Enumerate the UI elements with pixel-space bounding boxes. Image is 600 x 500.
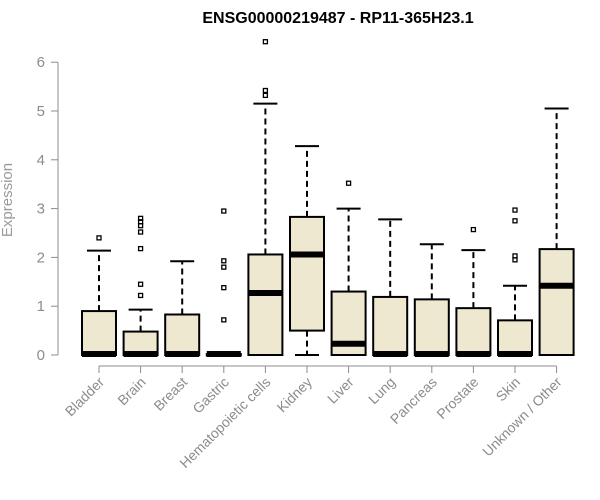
outlier-point: [137, 292, 144, 299]
iqr-box: [413, 298, 450, 357]
outlier-point: [512, 207, 518, 213]
y-tick-label: 2: [37, 249, 45, 266]
box-group: [81, 235, 117, 358]
x-tick-label: Prostate: [433, 374, 481, 422]
chart-title: ENSG00000219487 - RP11-365H23.1: [202, 10, 473, 27]
plot-area: [81, 39, 575, 358]
box-group: [122, 215, 159, 358]
y-tick-label: 6: [37, 54, 45, 71]
outlier-point: [345, 180, 352, 186]
outlier-point: [137, 229, 144, 235]
box-group: [455, 226, 492, 358]
iqr-box: [247, 253, 284, 356]
x-tick-label: Kidney: [274, 374, 316, 416]
outlier-point: [262, 39, 269, 45]
outlier-point: [512, 218, 518, 224]
x-tick-label: Liver: [324, 374, 357, 407]
box-group: [497, 207, 533, 358]
iqr-box: [372, 295, 409, 357]
y-tick-label: 1: [37, 298, 45, 315]
iqr-box: [497, 319, 533, 356]
y-axis-label: Expression: [0, 163, 16, 237]
outlier-point: [262, 92, 269, 99]
outlier-point: [470, 226, 477, 233]
outlier-point: [96, 235, 102, 241]
box-group: [372, 218, 409, 358]
outlier-point: [512, 253, 518, 259]
iqr-box: [289, 215, 325, 332]
outlier-point: [221, 258, 227, 264]
x-tick-label: Brain: [114, 374, 148, 408]
box-group: [413, 243, 450, 358]
box-group: [247, 39, 284, 356]
outlier-point: [137, 245, 144, 252]
outlier-point: [137, 281, 144, 287]
box-group: [330, 180, 367, 356]
outlier-point: [262, 87, 269, 94]
outlier-point: [221, 317, 227, 323]
iqr-box: [455, 307, 492, 357]
outlier-point: [221, 264, 227, 270]
x-tick-label: Bladder: [62, 374, 108, 420]
outlier-point: [221, 285, 227, 291]
y-tick-label: 5: [37, 103, 45, 120]
x-tick-label: Skin: [493, 374, 524, 405]
x-tick-label: Unknown / Other: [479, 374, 565, 460]
y-tick-label: 0: [37, 347, 45, 364]
box-group: [164, 260, 201, 358]
y-axis: 0 1 2 3 4 5 6: [37, 54, 59, 364]
outlier-point: [137, 215, 144, 222]
x-tick-label: Breast: [150, 374, 190, 414]
iqr-box: [81, 310, 117, 356]
y-tick-label: 4: [37, 152, 45, 169]
y-tick-label: 3: [37, 201, 45, 218]
x-tick-label: Lung: [365, 374, 398, 407]
box-group: [538, 107, 575, 356]
outlier-point: [221, 208, 227, 214]
iqr-box: [538, 248, 575, 356]
box-group: [289, 145, 325, 356]
iqr-box: [164, 313, 201, 357]
box-group: [205, 208, 242, 358]
